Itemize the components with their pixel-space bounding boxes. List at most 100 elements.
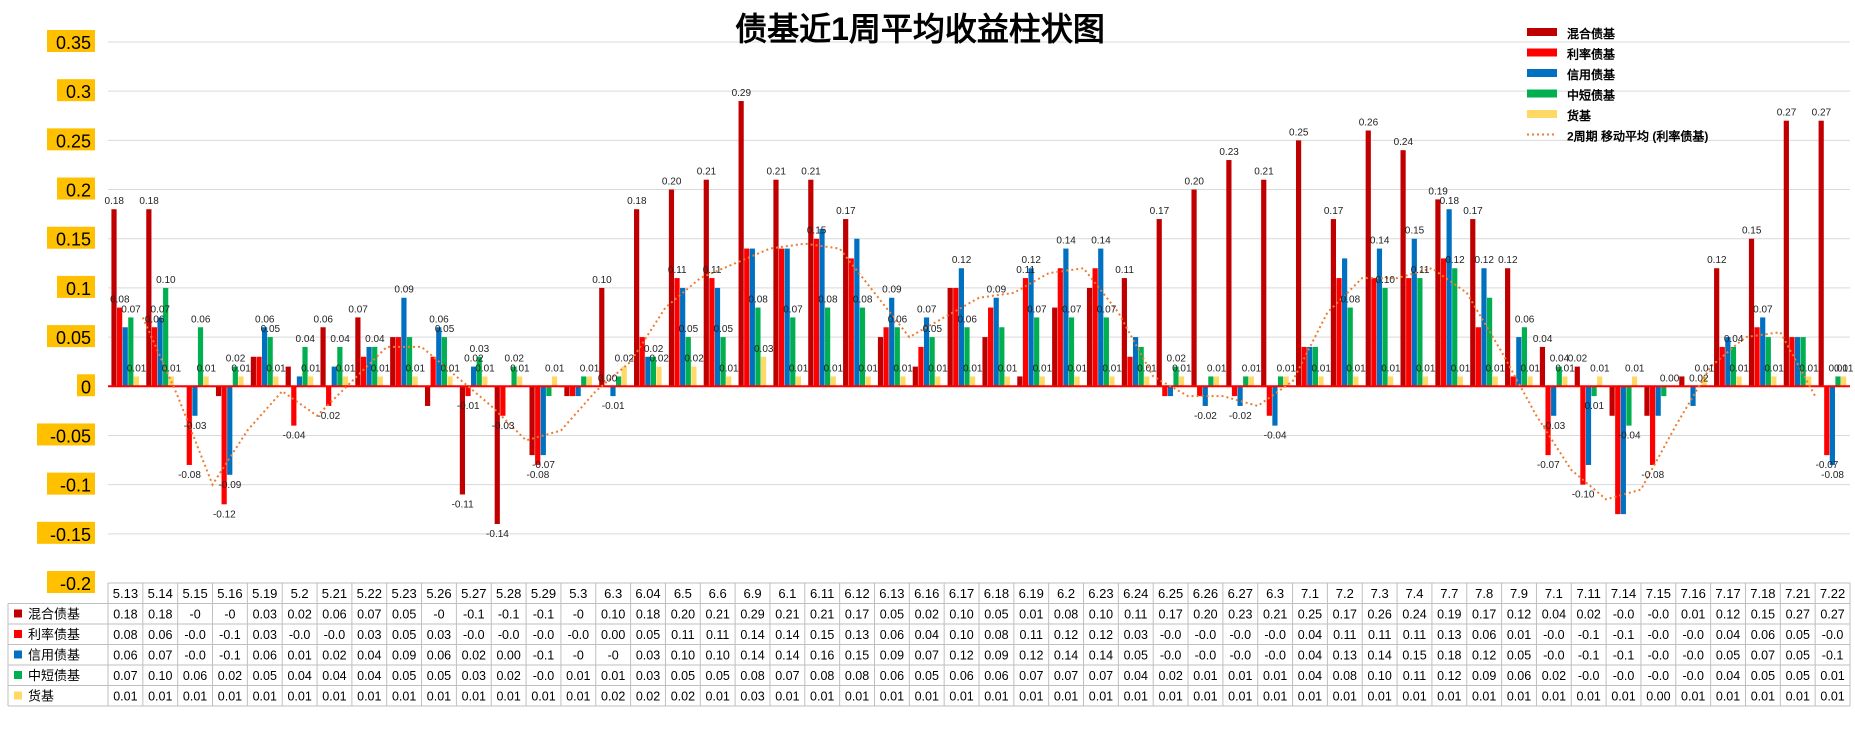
x-category-label: 7.22 <box>1820 586 1845 601</box>
x-category-label: 7.3 <box>1371 586 1389 601</box>
bar <box>599 287 605 387</box>
table-cell: -0.1 <box>219 649 241 663</box>
data-label: 0.07 <box>783 304 803 315</box>
data-label: 0.04 <box>1724 334 1744 345</box>
table-cell: 0.13 <box>1437 628 1461 642</box>
bar <box>1283 376 1289 387</box>
x-category-label: 6.16 <box>914 586 939 601</box>
table-cell: 0.18 <box>113 608 137 622</box>
data-label: 0.01 <box>1346 363 1366 374</box>
bar <box>1783 120 1789 387</box>
x-category-label: 5.26 <box>426 586 451 601</box>
table-cell: -0.0 <box>1195 649 1217 663</box>
bar <box>1138 346 1144 387</box>
table-cell: -0.0 <box>184 649 206 663</box>
data-label: 0.07 <box>151 304 171 315</box>
bar <box>117 307 123 387</box>
legend-swatch <box>1527 48 1557 57</box>
bar <box>372 346 378 387</box>
data-label: 0.11 <box>1411 265 1430 276</box>
table-cell: 0.03 <box>636 669 660 683</box>
bar <box>1574 366 1580 387</box>
bar <box>1609 386 1615 416</box>
x-category-label: 5.21 <box>322 586 347 601</box>
x-category-label: 7.14 <box>1611 586 1636 601</box>
bar <box>1213 376 1220 387</box>
bar <box>395 337 401 387</box>
table-cell: 0.15 <box>1751 608 1775 622</box>
table-cell: 0.07 <box>357 608 381 622</box>
x-category-label: 7.8 <box>1475 586 1493 601</box>
y-tick-highlight <box>37 423 95 446</box>
x-category-label: 6.25 <box>1158 586 1183 601</box>
table-cell: 0.01 <box>1472 690 1496 704</box>
bar <box>1277 376 1284 387</box>
table-legend-key <box>14 609 22 618</box>
table-cell: 0.02 <box>1577 608 1601 622</box>
table-cell: 0.12 <box>1054 628 1078 642</box>
bar <box>1132 337 1139 387</box>
table-cell: 0.10 <box>1367 669 1391 683</box>
bar <box>1510 376 1516 387</box>
data-label: 0.01 <box>1695 363 1715 374</box>
table-cell: -0.0 <box>1543 628 1565 642</box>
table-cell: 0.25 <box>1298 608 1322 622</box>
table-cell: 0.02 <box>671 690 695 704</box>
table-cell: -0.1 <box>533 608 555 622</box>
data-label: -0.07 <box>532 460 555 471</box>
bar <box>1661 386 1667 397</box>
table-cell: 0.01 <box>1228 690 1252 704</box>
table-cell: -0.0 <box>1160 628 1182 642</box>
bar <box>1179 376 1185 387</box>
data-label: 0.07 <box>1062 304 1082 315</box>
bar <box>215 386 222 397</box>
table-cell: 0.01 <box>427 690 451 704</box>
bar <box>238 376 244 387</box>
bar <box>581 376 587 387</box>
bar <box>1492 376 1498 387</box>
bar <box>296 376 303 387</box>
data-label: 0.02 <box>615 354 635 365</box>
bar <box>192 386 198 416</box>
legend-label: 中短债基 <box>1567 88 1616 103</box>
bar <box>1475 327 1481 387</box>
bar <box>1121 278 1127 387</box>
data-label: 0.05 <box>435 324 455 335</box>
bar <box>738 101 744 387</box>
bar <box>1435 199 1441 387</box>
x-category-label: 5.3 <box>569 586 587 601</box>
bar <box>1039 376 1045 387</box>
bar <box>1237 386 1243 406</box>
table-cell: 0.02 <box>496 669 520 683</box>
bar <box>250 356 256 387</box>
x-category-label: 7.1 <box>1301 586 1319 601</box>
table-cell: -0.0 <box>1613 608 1635 622</box>
data-label: -0.08 <box>1821 470 1844 481</box>
bar <box>1457 376 1463 387</box>
table-row-header: 信用债基 <box>28 648 80 663</box>
bar <box>1631 376 1638 387</box>
bar <box>1307 346 1313 387</box>
table-cell: 0.02 <box>218 669 242 683</box>
data-label: 0.06 <box>888 314 908 325</box>
data-label: 0.01 <box>1416 363 1436 374</box>
bar <box>465 386 471 397</box>
y-tick-label: 0.1 <box>66 279 91 299</box>
bar <box>406 337 413 387</box>
table-cell: 0.12 <box>1716 608 1740 622</box>
table-cell: 0.14 <box>1089 649 1113 663</box>
data-label: 0.02 <box>649 354 669 365</box>
x-category-label: 6.9 <box>744 586 762 601</box>
data-label: 0.06 <box>1515 314 1535 325</box>
bar <box>1748 238 1755 387</box>
bar <box>912 366 918 387</box>
y-tick-label: 0.15 <box>56 230 91 250</box>
x-category-label: 5.23 <box>391 586 416 601</box>
bar <box>1679 376 1685 387</box>
table-cell: 0.01 <box>1402 690 1426 704</box>
bar <box>859 307 866 387</box>
bar <box>1597 376 1603 387</box>
table-cell: 0.04 <box>1716 669 1740 683</box>
x-category-label: 7.15 <box>1646 586 1671 601</box>
